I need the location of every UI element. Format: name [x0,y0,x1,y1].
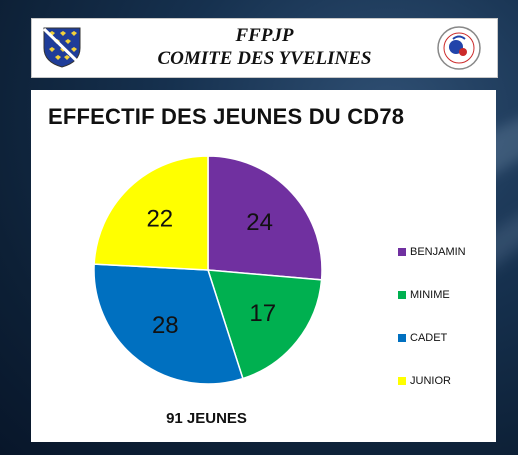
header-banner: FFPJP COMITE DES YVELINES [31,18,498,78]
slice-value-label-minime: 17 [249,300,276,327]
legend-swatch [398,291,406,299]
legend-item-junior: JUNIOR [398,375,451,387]
legend-label: CADET [410,332,448,344]
legend-item-cadet: CADET [398,332,447,344]
pie-slice-cadet [93,263,244,385]
pie-slice-minime [206,269,323,380]
chart-title: EFFECTIF DES JEUNES DU CD78 [48,104,405,129]
legend-label: BENJAMIN [410,246,466,258]
pie-slice-benjamin [207,155,323,281]
legend-swatch [398,377,406,385]
ffpjp-emblem-icon [437,26,481,70]
header-subtitle: COMITE DES YVELINES [157,48,372,69]
slice-value-label-cadet: 28 [152,312,179,339]
slice-value-label-benjamin: 24 [246,209,273,236]
legend-item-minime: MINIME [398,289,450,301]
yvelines-coat-of-arms-icon [42,27,82,68]
legend-swatch [398,248,406,256]
legend-label: MINIME [410,289,450,301]
header-title: FFPJP [235,25,294,46]
chart-panel: EFFECTIF DES JEUNES DU CD78 24 17 28 22 BEN… [31,90,496,442]
pie-chart: 24 17 28 22 [93,155,323,385]
legend-label: JUNIOR [410,375,451,387]
legend-item-benjamin: BENJAMIN [398,246,466,258]
slice-value-label-junior: 22 [146,206,173,233]
total-count: 91 JEUNES [166,410,247,427]
legend-swatch [398,334,406,342]
pie-slice-junior [93,155,209,271]
